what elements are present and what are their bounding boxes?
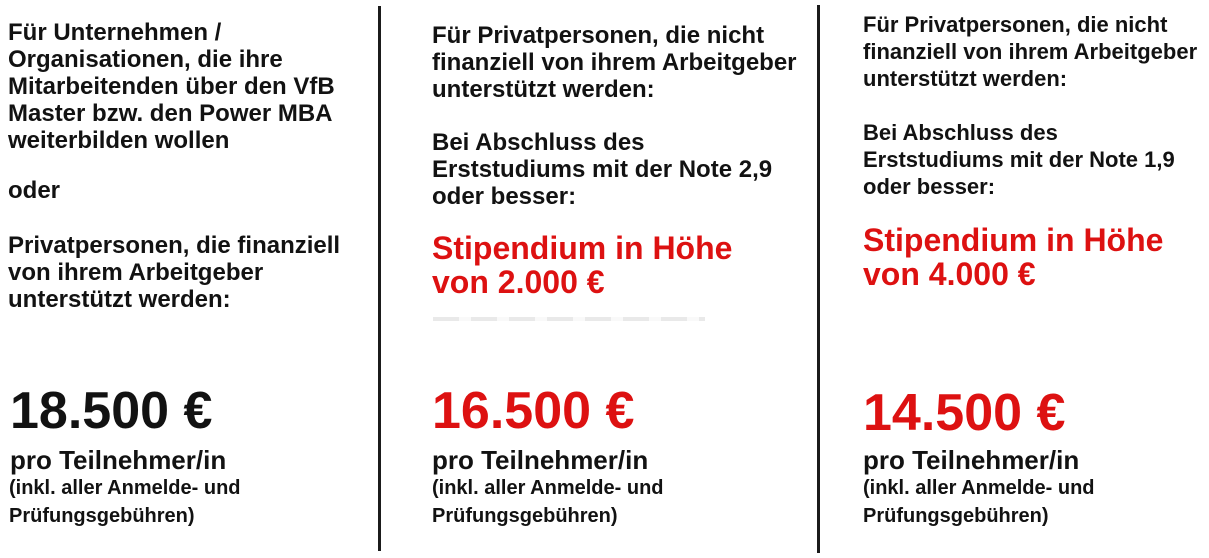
audience-text: Für Privatpersonen, die nicht finanziell…: [432, 22, 797, 103]
per-participant-label: pro Teilnehmer/in: [863, 445, 1080, 475]
pricing-column-scholarship-2000: Für Privatpersonen, die nicht finanziell…: [432, 0, 814, 558]
price-value: 14.500 €: [863, 384, 1066, 442]
price-value: 16.500 €: [432, 382, 635, 440]
per-participant-label: pro Teilnehmer/in: [432, 445, 649, 475]
audience-text: Für Privatpersonen, die nicht finanziell…: [863, 12, 1198, 91]
pricing-column-scholarship-4000: Für Privatpersonen, die nicht finanziell…: [863, 0, 1209, 558]
connector-text: oder: [8, 177, 61, 204]
condition-text: Bei Abschluss des Erststudiums mit der N…: [432, 129, 773, 210]
per-participant-label: pro Teilnehmer/in: [10, 445, 227, 475]
fees-note: (inkl. aller Anmelde- und Prüfungsgebühr…: [863, 477, 1095, 527]
scholarship-amount: Stipendium in Höhe von 4.000 €: [863, 222, 1164, 292]
audience-secondary-text: Privatpersonen, die finanziell von ihrem…: [8, 232, 341, 313]
pricing-column-corporate: Für Unternehmen / Organisationen, die ih…: [8, 0, 374, 558]
condition-text: Bei Abschluss des Erststudiums mit der N…: [863, 120, 1175, 199]
column-divider: [817, 5, 820, 553]
underline-ghost-artifact: [433, 317, 705, 321]
fees-note: (inkl. aller Anmelde- und Prüfungsgebühr…: [432, 477, 664, 527]
audience-text: Für Unternehmen / Organisationen, die ih…: [8, 19, 335, 154]
column-divider: [378, 6, 381, 551]
fees-note: (inkl. aller Anmelde- und Prüfungsgebühr…: [9, 477, 241, 527]
scholarship-amount: Stipendium in Höhe von 2.000 €: [432, 230, 733, 300]
price-value: 18.500 €: [10, 382, 213, 440]
